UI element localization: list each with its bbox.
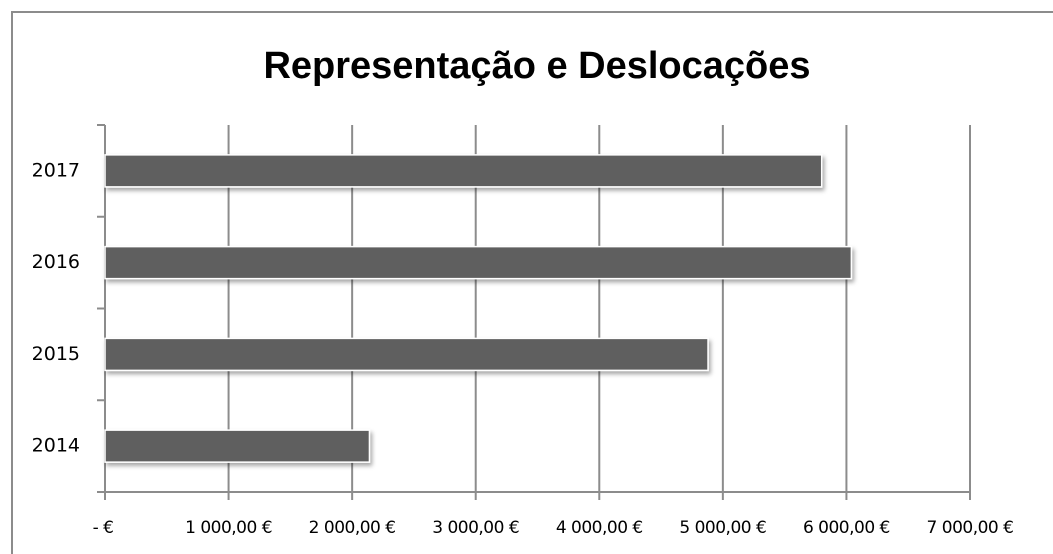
x-tick-label: 2 000,00 € [309,518,396,538]
x-tick-label: 3 000,00 € [432,518,519,538]
x-tick-label: 7 000,00 € [927,518,1014,538]
bar [104,245,853,280]
x-tick-label: 5 000,00 € [679,518,766,538]
bar [104,337,709,372]
chart-frame [11,11,1053,554]
bar [104,154,823,188]
x-tick-label: - € [93,518,114,538]
x-tick-label: 4 000,00 € [556,518,643,538]
y-tick-label: 2014 [32,435,80,457]
y-tick-label: 2017 [32,159,80,181]
y-tick-label: 2015 [32,343,80,365]
chart-title: Representação e Deslocações [263,45,810,87]
y-tick-label: 2016 [32,251,80,273]
x-tick-label: 6 000,00 € [803,518,890,538]
x-tick-label: 1 000,00 € [185,518,272,538]
bar [104,429,371,463]
